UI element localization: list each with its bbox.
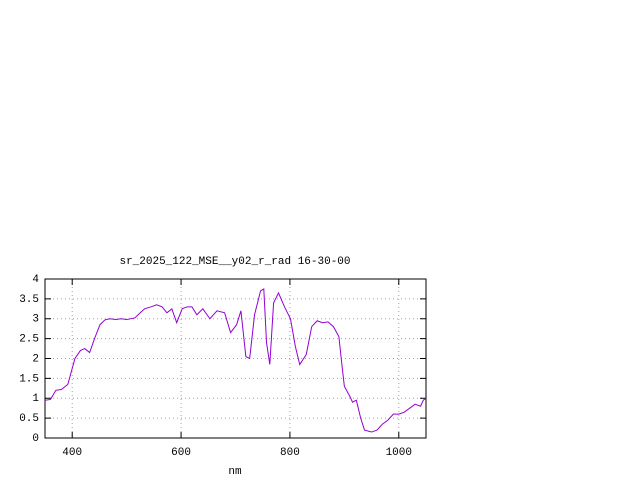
chart-title: sr_2025_122_MSE__y02_r_rad 16-30-00 — [119, 256, 350, 268]
x-tick-label: 1000 — [386, 447, 412, 459]
y-tick-label: 2 — [32, 353, 39, 365]
x-tick-label: 800 — [280, 447, 300, 459]
data-line — [44, 288, 427, 433]
y-tick-label: 4 — [32, 274, 39, 286]
y-tick-label: 3.5 — [19, 294, 39, 306]
x-tick-label: 600 — [171, 447, 191, 459]
y-tick-label: 0.5 — [19, 413, 39, 425]
y-tick-label: 1 — [32, 393, 39, 405]
x-axis-label: nm — [228, 466, 242, 478]
y-tick-label: 0 — [32, 433, 39, 445]
y-tick-label: 3 — [32, 314, 39, 326]
x-tick-label: 400 — [62, 447, 82, 459]
plot-border — [44, 278, 427, 439]
y-tick-label: 1.5 — [19, 373, 39, 385]
y-tick-label: 2.5 — [19, 334, 39, 346]
